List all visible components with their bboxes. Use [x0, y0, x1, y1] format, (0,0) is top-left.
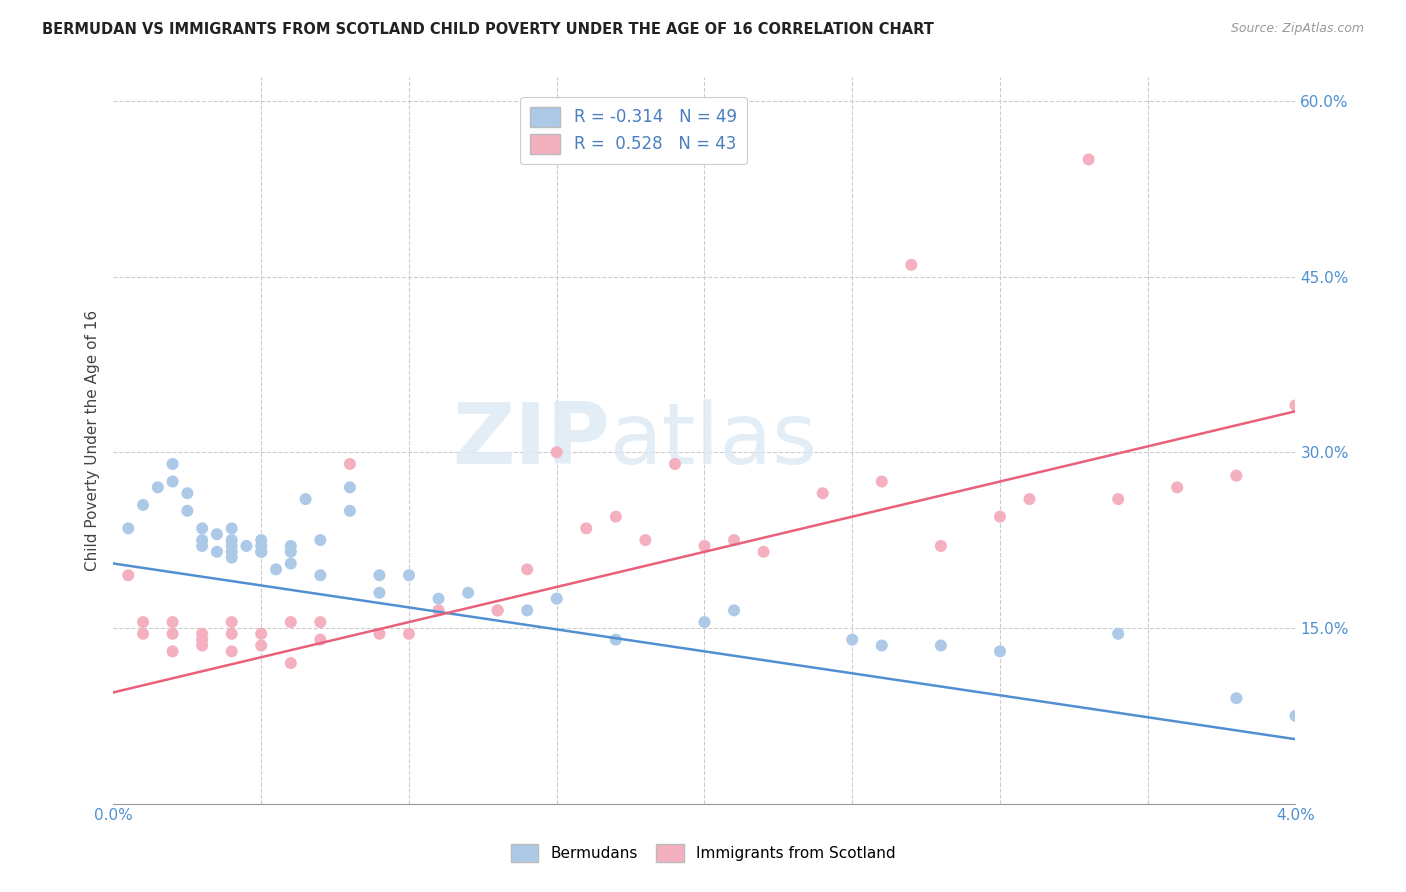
- Point: [132, 615, 155, 629]
- Point: [221, 550, 243, 565]
- Legend: R = -0.314   N = 49, R =  0.528   N = 43: R = -0.314 N = 49, R = 0.528 N = 43: [520, 96, 747, 164]
- Text: atlas: atlas: [610, 399, 818, 482]
- Point: [870, 639, 893, 653]
- Point: [1107, 492, 1129, 507]
- Point: [294, 492, 316, 507]
- Point: [988, 509, 1011, 524]
- Point: [516, 603, 538, 617]
- Point: [870, 475, 893, 489]
- Point: [191, 639, 214, 653]
- Point: [693, 539, 716, 553]
- Point: [634, 533, 657, 547]
- Point: [1284, 708, 1306, 723]
- Point: [988, 644, 1011, 658]
- Point: [427, 591, 450, 606]
- Point: [929, 639, 952, 653]
- Point: [221, 644, 243, 658]
- Point: [132, 627, 155, 641]
- Point: [309, 568, 332, 582]
- Point: [546, 445, 568, 459]
- Point: [162, 475, 184, 489]
- Point: [309, 632, 332, 647]
- Point: [1077, 153, 1099, 167]
- Point: [162, 615, 184, 629]
- Point: [205, 545, 228, 559]
- Point: [117, 521, 139, 535]
- Point: [221, 521, 243, 535]
- Point: [664, 457, 686, 471]
- Point: [221, 615, 243, 629]
- Point: [191, 627, 214, 641]
- Point: [221, 545, 243, 559]
- Point: [457, 586, 479, 600]
- Point: [191, 632, 214, 647]
- Point: [250, 545, 273, 559]
- Point: [1166, 480, 1188, 494]
- Point: [191, 539, 214, 553]
- Point: [398, 627, 420, 641]
- Point: [723, 533, 745, 547]
- Point: [368, 627, 391, 641]
- Point: [575, 521, 598, 535]
- Point: [723, 603, 745, 617]
- Point: [132, 498, 155, 512]
- Legend: Bermudans, Immigrants from Scotland: Bermudans, Immigrants from Scotland: [505, 838, 901, 868]
- Point: [250, 533, 273, 547]
- Point: [280, 615, 302, 629]
- Point: [368, 568, 391, 582]
- Point: [398, 568, 420, 582]
- Point: [605, 509, 627, 524]
- Text: Source: ZipAtlas.com: Source: ZipAtlas.com: [1230, 22, 1364, 36]
- Point: [205, 527, 228, 541]
- Point: [309, 533, 332, 547]
- Point: [841, 632, 863, 647]
- Text: BERMUDAN VS IMMIGRANTS FROM SCOTLAND CHILD POVERTY UNDER THE AGE OF 16 CORRELATI: BERMUDAN VS IMMIGRANTS FROM SCOTLAND CHI…: [42, 22, 934, 37]
- Point: [1018, 492, 1040, 507]
- Y-axis label: Child Poverty Under the Age of 16: Child Poverty Under the Age of 16: [86, 310, 100, 571]
- Point: [280, 545, 302, 559]
- Point: [929, 539, 952, 553]
- Point: [280, 557, 302, 571]
- Point: [427, 603, 450, 617]
- Point: [191, 521, 214, 535]
- Point: [486, 603, 509, 617]
- Point: [176, 504, 198, 518]
- Point: [235, 539, 257, 553]
- Point: [162, 627, 184, 641]
- Point: [191, 533, 214, 547]
- Point: [309, 615, 332, 629]
- Point: [605, 632, 627, 647]
- Text: ZIP: ZIP: [453, 399, 610, 482]
- Point: [280, 539, 302, 553]
- Point: [221, 627, 243, 641]
- Point: [250, 545, 273, 559]
- Point: [368, 586, 391, 600]
- Point: [900, 258, 922, 272]
- Point: [221, 539, 243, 553]
- Point: [1107, 627, 1129, 641]
- Point: [162, 644, 184, 658]
- Point: [221, 533, 243, 547]
- Point: [117, 568, 139, 582]
- Point: [516, 562, 538, 576]
- Point: [339, 480, 361, 494]
- Point: [280, 656, 302, 670]
- Point: [752, 545, 775, 559]
- Point: [1225, 468, 1247, 483]
- Point: [693, 615, 716, 629]
- Point: [339, 504, 361, 518]
- Point: [486, 603, 509, 617]
- Point: [264, 562, 287, 576]
- Point: [176, 486, 198, 500]
- Point: [250, 539, 273, 553]
- Point: [811, 486, 834, 500]
- Point: [250, 627, 273, 641]
- Point: [339, 457, 361, 471]
- Point: [146, 480, 169, 494]
- Point: [546, 591, 568, 606]
- Point: [1225, 691, 1247, 706]
- Point: [162, 457, 184, 471]
- Point: [1284, 398, 1306, 412]
- Point: [250, 639, 273, 653]
